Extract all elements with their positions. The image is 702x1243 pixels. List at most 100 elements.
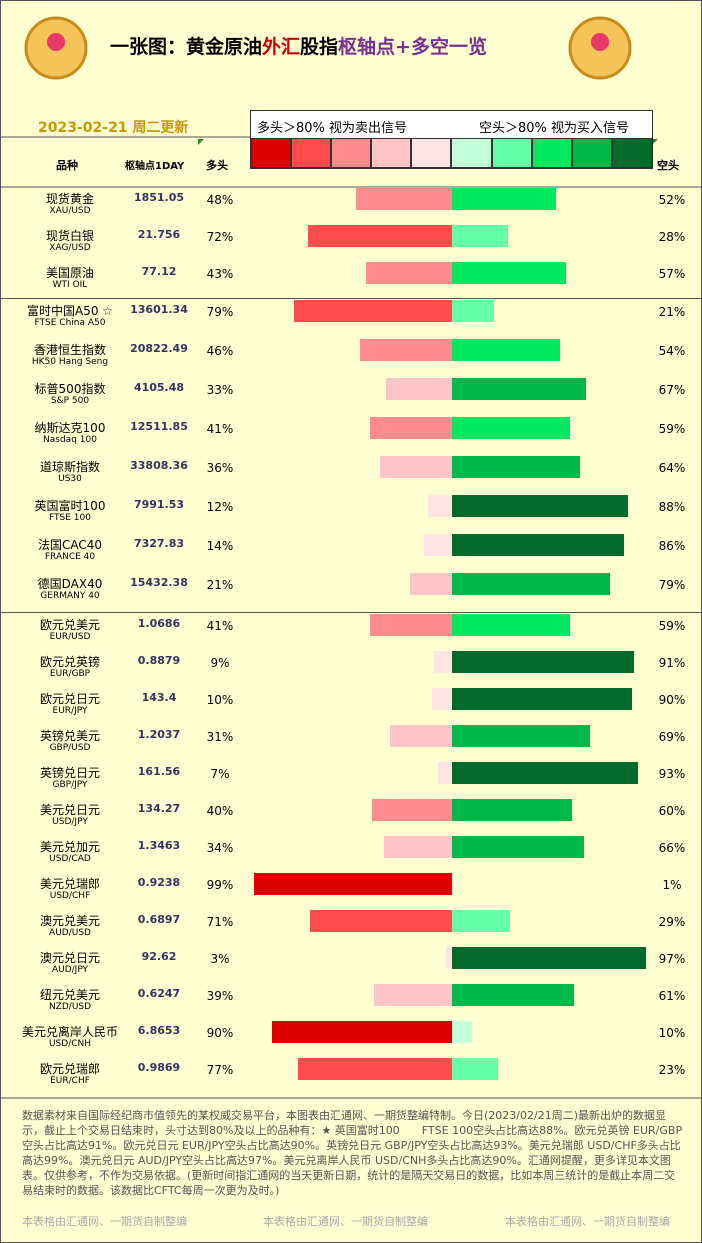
long-bar [446,947,452,969]
short-bar [452,456,580,478]
name: 英国富时100 [34,499,106,513]
long-bar [432,688,452,710]
pivot: 77.12 [141,265,177,278]
long-label: 77% [206,1063,234,1077]
short-label: 29% [658,915,686,929]
long-bar [410,573,452,595]
long-label: 12% [206,500,234,514]
long-bar [366,262,452,284]
title-part: 外汇 [262,36,301,58]
swatch [251,138,292,168]
pivot: 6.8653 [137,1024,181,1037]
name: 澳元兑美元 [39,914,100,928]
pivot: 161.56 [137,765,181,778]
short-label: 66% [658,841,686,855]
title-part: 股指 [300,36,339,58]
pivot: 1.0686 [137,617,181,630]
long-bar [424,534,452,556]
long-bar [380,456,452,478]
legend: 多头＞80% 视为卖出信号 空头＞80% 视为买入信号 [250,110,653,169]
short-bar [452,836,584,858]
swatch [611,138,652,168]
name: 美元兑加元 [39,840,100,854]
long-bar [254,873,452,895]
short-label: 67% [658,383,686,397]
pivot: 12511.85 [130,420,188,433]
short-bar [452,573,610,595]
swatch [451,138,492,168]
name: 英镑兑日元 [39,766,100,780]
long-bar [384,836,452,858]
short-bar [452,1021,472,1043]
short-bar [452,534,624,556]
name: 欧元兑日元 [39,692,100,706]
pivot: 1851.05 [133,191,185,204]
short-label: 57% [658,267,686,281]
long-bar [308,225,452,247]
name: 德国DAX40 [37,577,103,591]
short-label: 97% [658,952,686,966]
sub: AUD/JPY [51,965,89,975]
sub: XAG/USD [49,243,91,253]
name: 欧元兑瑞郎 [39,1062,100,1076]
name: 美元兑离岸人民币 [21,1025,118,1039]
long-label: 36% [206,461,234,475]
long-bar [370,417,452,439]
name: 法国CAC40 [37,538,103,552]
date: 2023-02-21 周二更新 [38,120,189,136]
short-bar [452,495,628,517]
sub: FTSE 100 [49,513,91,523]
sub: GBP/JPY [52,780,88,790]
divider [0,298,702,299]
name: 英镑兑美元 [39,729,100,743]
long-bar [370,614,452,636]
short-label: 1% [662,878,682,892]
short-bar [452,417,570,439]
sub: EUR/GBP [49,669,91,679]
swatch [411,138,452,168]
long-bar [372,799,452,821]
pivot: 92.62 [141,950,177,963]
name: 道琼斯指数 [39,460,100,474]
legend-long: 多头＞80% 视为卖出信号 [257,121,408,136]
short-bar [452,225,508,247]
swatch [531,138,572,168]
sub: HK50 Hang Seng [31,357,109,367]
name: 美元兑日元 [39,803,100,817]
name: 标普500指数 [34,382,106,396]
long-label: 79% [206,305,234,319]
long-bar [272,1021,452,1043]
short-label: 60% [658,804,686,818]
name: 美国原油 [45,266,94,280]
credit: 本表格由汇通网、一期货自制整编 [505,1215,670,1228]
pivot: 13601.34 [130,303,188,316]
short-bar [452,188,556,210]
long-bar [298,1058,452,1080]
sub: S&P 500 [50,396,90,406]
col-header: 品种 [56,159,78,172]
marker [652,139,658,145]
name: 现货黄金 [45,192,94,206]
short-bar [452,614,570,636]
long-bar [390,725,452,747]
name: 富时中国A50 ☆ [26,304,114,318]
sub: EUR/CHF [50,1076,90,1086]
name: 澳元兑日元 [39,951,100,965]
credit: 本表格由汇通网、一期货自制整编 [263,1215,428,1228]
short-label: 93% [658,767,686,781]
long-label: 21% [206,578,234,592]
sub: US30 [58,474,82,484]
short-bar [452,339,560,361]
sub: Nasdaq 100 [43,435,97,445]
short-label: 64% [658,461,686,475]
pivot: 7327.83 [133,537,185,550]
sub: XAU/USD [49,206,91,216]
pivot: 20822.49 [130,342,188,355]
long-label: 48% [206,193,234,207]
short-bar [452,762,638,784]
long-label: 14% [206,539,234,553]
short-bar [452,910,510,932]
swatch [291,138,332,168]
short-bar [452,651,634,673]
